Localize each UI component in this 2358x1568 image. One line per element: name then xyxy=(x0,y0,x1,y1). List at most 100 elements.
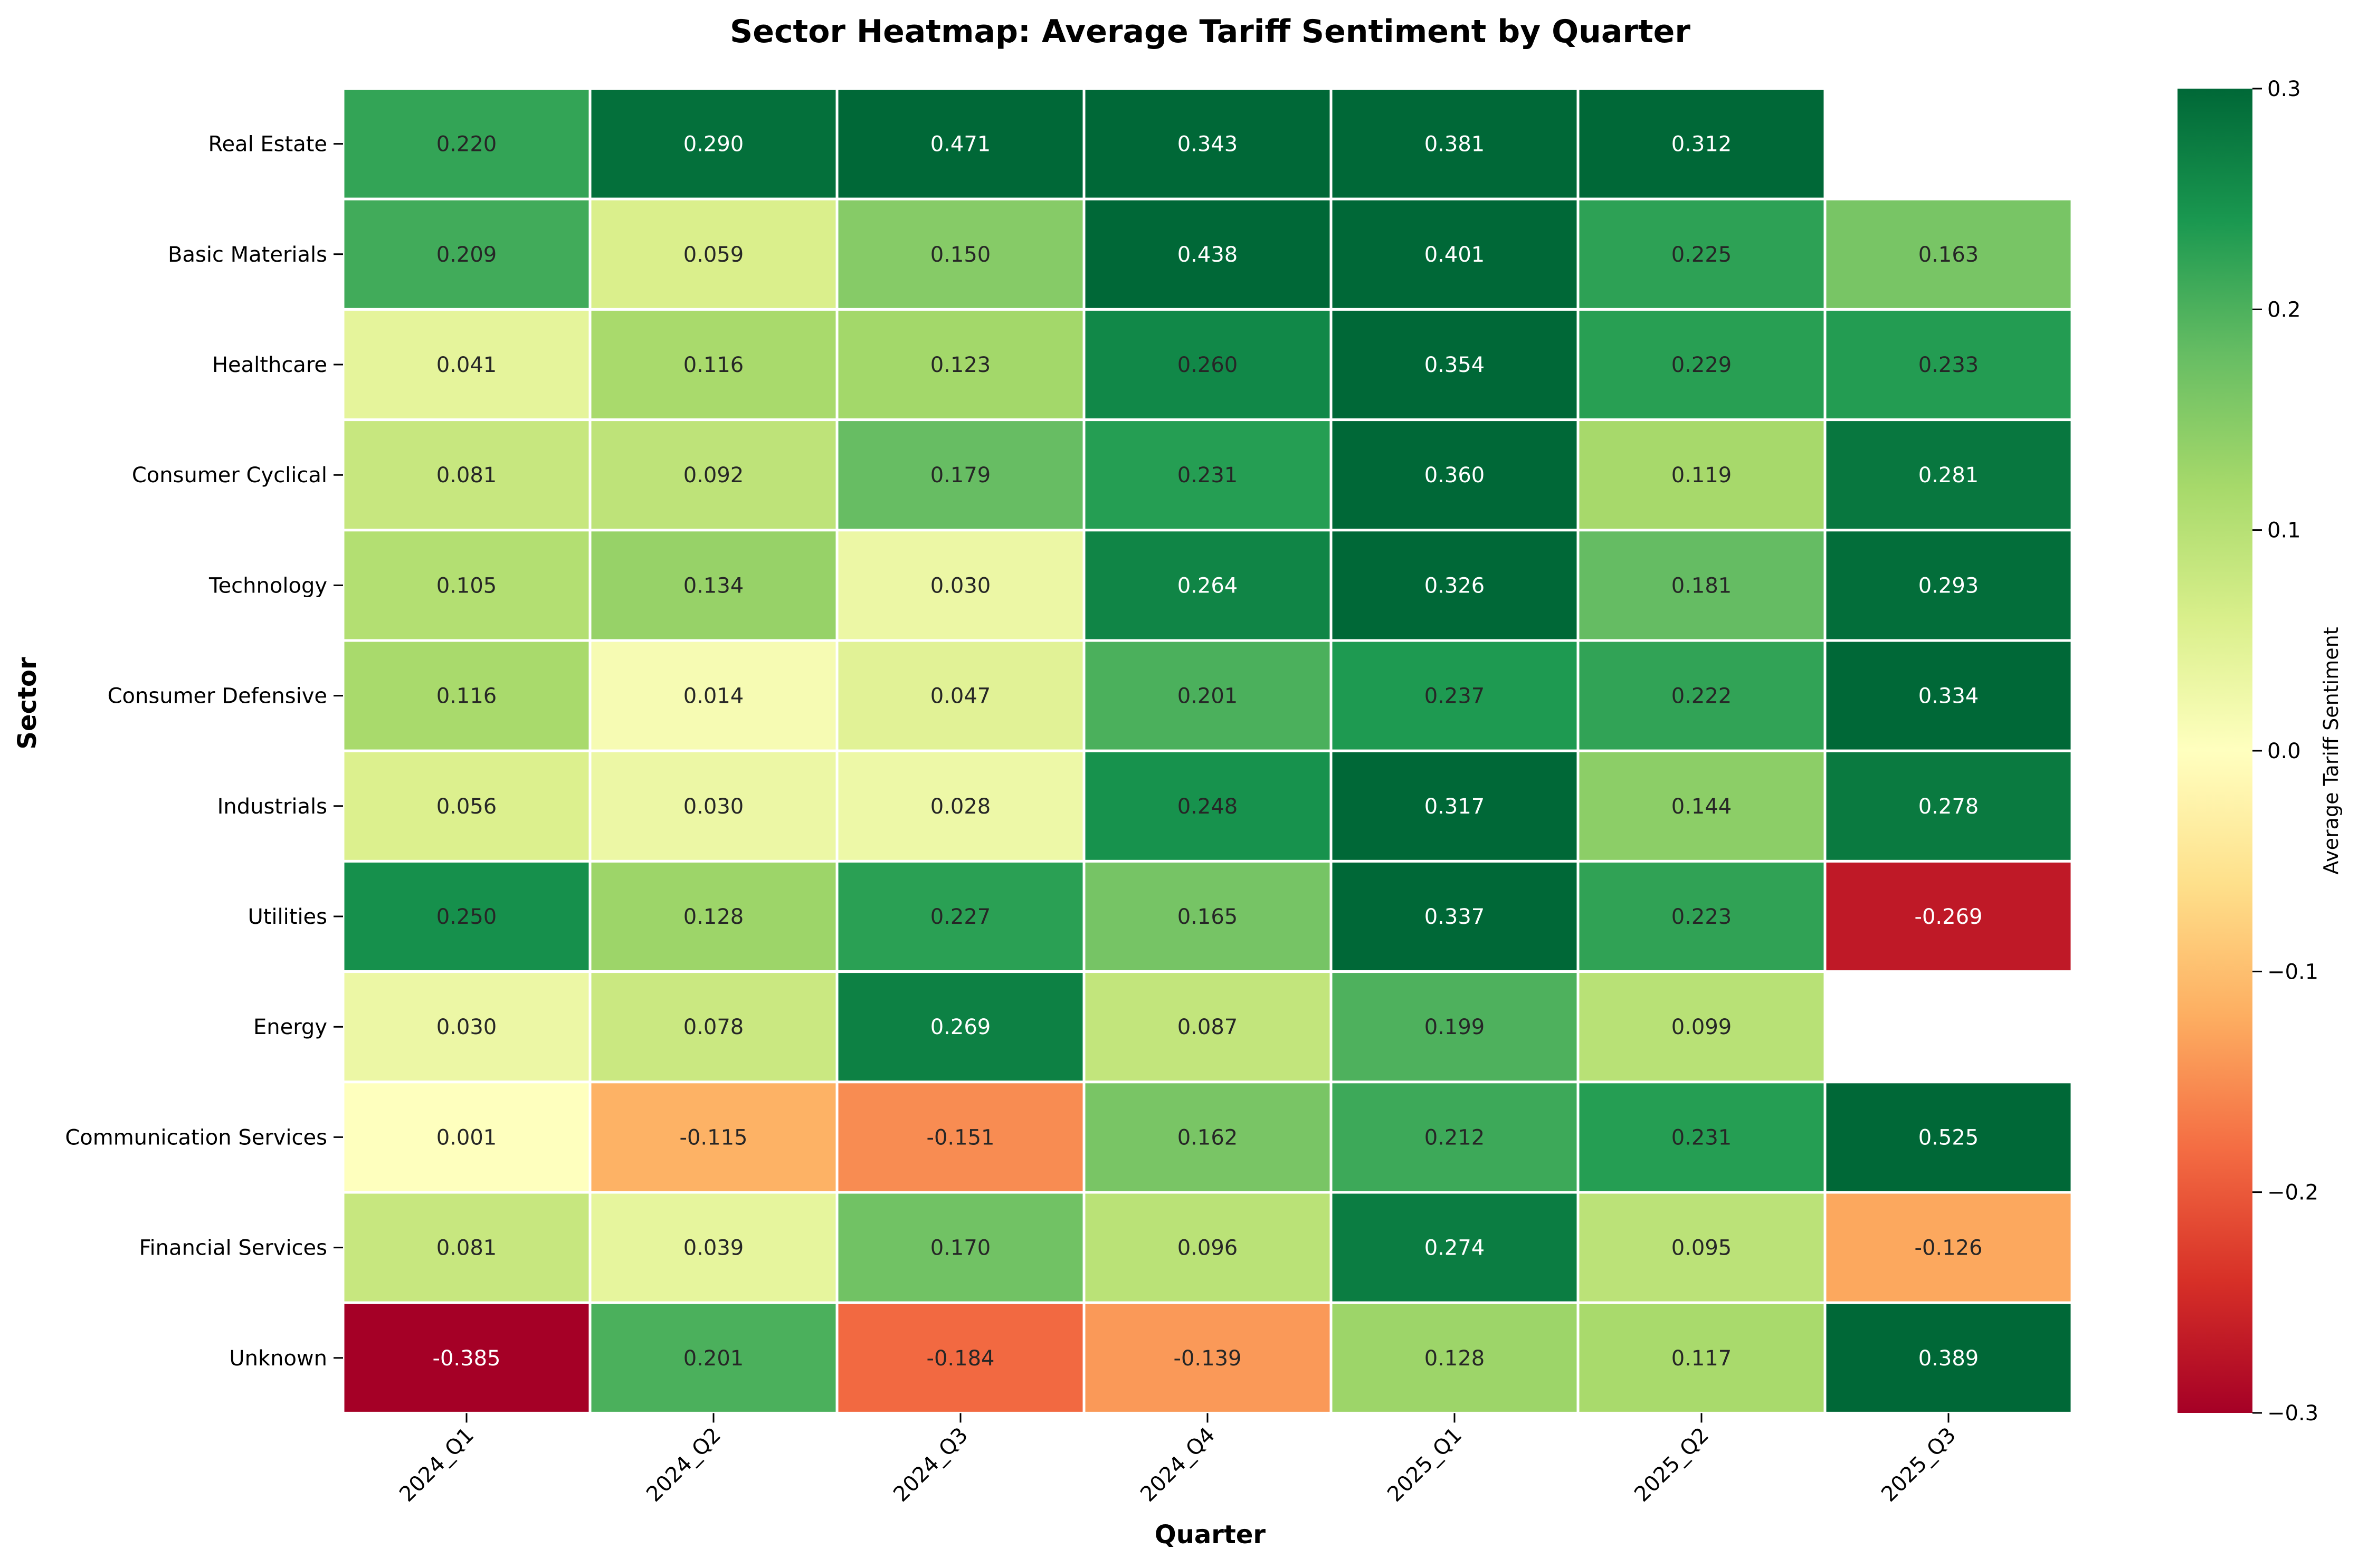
cell-value-label: 0.343 xyxy=(1177,132,1238,157)
heatmap-cell xyxy=(835,639,1086,752)
cell-value-label: 0.039 xyxy=(683,1236,744,1260)
cell-value-label: 0.081 xyxy=(436,1236,497,1260)
y-tick-label: Real Estate xyxy=(208,132,327,157)
y-tick-label: Consumer Cyclical xyxy=(132,463,327,487)
cell-value-label: 0.081 xyxy=(436,463,497,487)
colorbar-tick-label: 0.3 xyxy=(2267,77,2301,101)
cell-value-label: -0.126 xyxy=(1915,1236,1983,1260)
colorbar-tick-label: −0.1 xyxy=(2267,960,2318,984)
colorbar-tick-label: −0.2 xyxy=(2267,1181,2318,1205)
cell-value-label: -0.385 xyxy=(433,1346,501,1371)
heatmap-cell xyxy=(1329,749,1580,863)
cell-value-label: 0.119 xyxy=(1671,463,1732,487)
heatmap-cell xyxy=(1576,1191,1827,1304)
heatmap-cell xyxy=(1823,418,2074,532)
cell-value-label: 0.227 xyxy=(930,905,991,929)
y-tick-label: Energy xyxy=(253,1015,327,1039)
cell-value-label: 0.201 xyxy=(683,1346,744,1371)
cell-value-label: 0.179 xyxy=(930,463,991,487)
heatmap-cell xyxy=(1823,859,2074,973)
colorbar-label: Average Tariff Sentiment xyxy=(2319,627,2343,874)
heatmap-cell xyxy=(1823,749,2074,863)
cell-value-label: 0.105 xyxy=(436,573,497,598)
colorbar-gradient xyxy=(2178,89,2252,1413)
cell-value-label: 0.212 xyxy=(1424,1125,1485,1150)
cell-value-label: -0.115 xyxy=(680,1125,748,1150)
cell-value-label: 0.264 xyxy=(1177,573,1238,598)
heatmap-cell xyxy=(588,859,839,973)
heatmap-cell xyxy=(1576,749,1827,863)
cell-value-label: 0.014 xyxy=(683,684,744,709)
heatmap-cell xyxy=(1082,749,1333,863)
cell-value-label: 0.059 xyxy=(683,243,744,267)
cell-value-label: 0.096 xyxy=(1177,1236,1238,1260)
y-tick-label: Consumer Defensive xyxy=(108,684,327,709)
colorbar-tick-label: 0.0 xyxy=(2267,739,2301,763)
cell-value-label: 0.471 xyxy=(930,132,991,157)
y-tick-label: Industrials xyxy=(217,795,327,819)
cell-value-label: -0.269 xyxy=(1915,905,1983,929)
colorbar-tick-label: 0.2 xyxy=(2267,298,2301,322)
heatmap-cell xyxy=(341,308,592,422)
heatmap-cell xyxy=(588,749,839,863)
heatmap-cell xyxy=(1082,308,1333,422)
heatmap-cell xyxy=(1576,197,1827,311)
heatmap-cell xyxy=(341,87,592,200)
chart-title: Sector Heatmap: Average Tariff Sentiment… xyxy=(730,13,1690,50)
y-tick-label: Basic Materials xyxy=(168,243,327,267)
cell-value-label: 0.165 xyxy=(1177,905,1238,929)
cell-value-label: 0.128 xyxy=(683,905,744,929)
cell-value-label: 0.381 xyxy=(1424,132,1485,157)
heatmap-cell xyxy=(835,87,1086,200)
cell-value-label: 0.150 xyxy=(930,243,991,267)
y-tick-label: Utilities xyxy=(248,905,327,929)
heatmap-cell xyxy=(1082,197,1333,311)
cell-value-label: 0.250 xyxy=(436,905,497,929)
heatmap-cell xyxy=(1823,1191,2074,1304)
cell-value-label: 0.087 xyxy=(1177,1015,1238,1039)
heatmap-cell xyxy=(588,1191,839,1304)
cell-value-label: 0.201 xyxy=(1177,684,1238,709)
heatmap-cell xyxy=(1823,1301,2074,1414)
cell-value-label: 0.199 xyxy=(1424,1015,1485,1039)
heatmap-cell xyxy=(835,308,1086,422)
heatmap-cell xyxy=(588,1301,839,1414)
heatmap-cell xyxy=(341,1301,592,1414)
cell-value-label: 0.525 xyxy=(1918,1125,1979,1150)
cell-value-label: 0.116 xyxy=(436,684,497,709)
cell-value-label: 0.312 xyxy=(1671,132,1732,157)
cell-value-label: 0.123 xyxy=(930,353,991,377)
cell-value-label: 0.401 xyxy=(1424,243,1485,267)
heatmap-cell xyxy=(1329,1081,1580,1194)
x-axis-title: Quarter xyxy=(1155,1520,1266,1550)
cell-value-label: 0.092 xyxy=(683,463,744,487)
cell-value-label: 0.389 xyxy=(1918,1346,1979,1371)
cell-value-label: 0.337 xyxy=(1424,905,1485,929)
colorbar-tick-label: 0.1 xyxy=(2267,519,2301,543)
heatmap-cell xyxy=(835,859,1086,973)
heatmap-cell xyxy=(588,639,839,752)
cell-value-label: 0.128 xyxy=(1424,1346,1485,1371)
cell-value-label: 0.231 xyxy=(1671,1125,1732,1150)
heatmap-cell xyxy=(341,418,592,532)
x-axis-ticks: 2024_Q1 2024_Q2 2024_Q3 2024_Q4 2025_Q1 2025_… xyxy=(395,1413,1961,1507)
heatmap-cell xyxy=(1576,859,1827,973)
heatmap-cell xyxy=(1329,1191,1580,1304)
cell-value-label: 0.162 xyxy=(1177,1125,1238,1150)
cell-value-label: 0.030 xyxy=(930,573,991,598)
cell-value-label: 0.237 xyxy=(1424,684,1485,709)
x-tick-label: 2024_Q1 xyxy=(395,1423,479,1507)
heatmap-cell xyxy=(1823,1081,2074,1194)
x-tick-label: 2025_Q3 xyxy=(1877,1423,1961,1507)
heatmap-cell xyxy=(835,1301,1086,1414)
cell-value-label: -0.139 xyxy=(1174,1346,1242,1371)
cell-value-label: 0.117 xyxy=(1671,1346,1732,1371)
heatmap-cell xyxy=(588,87,839,200)
x-tick-label: 2024_Q2 xyxy=(642,1423,726,1507)
cell-value-label: 0.144 xyxy=(1671,795,1732,819)
heatmap-cell xyxy=(1576,970,1827,1084)
cell-value-label: 0.281 xyxy=(1918,463,1979,487)
cell-value-label: 0.229 xyxy=(1671,353,1732,377)
y-tick-label: Communication Services xyxy=(65,1125,327,1150)
colorbar-tick-label: −0.3 xyxy=(2267,1401,2318,1426)
